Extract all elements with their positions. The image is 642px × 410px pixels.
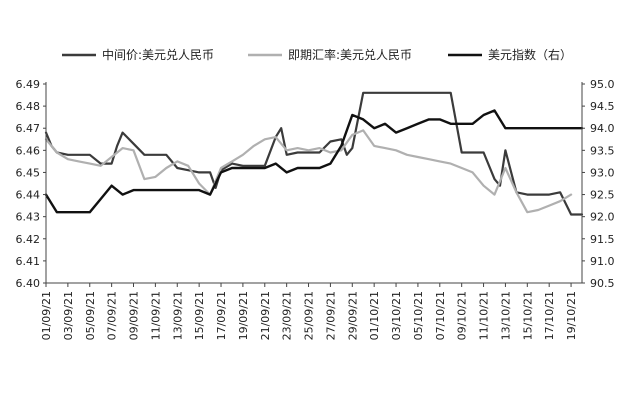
- left-tick-label: 6.48: [16, 100, 41, 113]
- axes-layer: 6.40 6.41 6.42 6.43 6.44 6.45 6.46 6.47 6.48 6.49…: [16, 78, 615, 340]
- x-tick-label: 25/09/21: [303, 291, 316, 340]
- x-tick-label: 21/09/21: [259, 291, 272, 340]
- left-tick-label: 6.42: [16, 233, 41, 246]
- x-tick-label: 01/10/21: [368, 291, 381, 340]
- series-layer: [44, 91, 584, 216]
- x-tick-label: 03/10/21: [390, 291, 403, 340]
- series-line-mid-price: [44, 91, 584, 216]
- x-tick-label: 17/09/21: [215, 291, 228, 340]
- x-tick-label: 05/10/21: [412, 291, 425, 340]
- x-tick-label: 19/09/21: [237, 291, 250, 340]
- right-tick-label: 90.5: [590, 277, 615, 290]
- x-tick-label: 01/09/21: [40, 291, 53, 340]
- left-tick-label: 6.46: [16, 144, 41, 157]
- left-tick-label: 6.47: [16, 122, 41, 135]
- right-tick-label: 95.0: [590, 78, 615, 91]
- x-tick-label: 19/10/21: [565, 291, 578, 340]
- left-tick-label: 6.43: [16, 211, 41, 224]
- legend: 中间价:美元兑人民币 即期汇率:美元兑人民币 美元指数（右）: [62, 47, 572, 62]
- x-tick-label: 03/09/21: [62, 291, 75, 340]
- right-tick-label: 91.0: [590, 255, 615, 268]
- x-tick-label: 15/10/21: [521, 291, 534, 340]
- x-tick-label: 11/09/21: [149, 291, 162, 340]
- x-tick-label: 07/09/21: [106, 291, 119, 340]
- right-tick-label: 94.5: [590, 100, 615, 113]
- left-tick-label: 6.45: [16, 166, 41, 179]
- x-tick-label: 13/09/21: [171, 291, 184, 340]
- right-tick-label: 93.5: [590, 144, 615, 157]
- right-tick-label: 92.5: [590, 189, 615, 202]
- x-tick-label: 27/09/21: [324, 291, 337, 340]
- x-tick-label: 11/10/21: [478, 291, 491, 340]
- series-line-spot-rate: [44, 129, 573, 214]
- x-tick-label: 13/10/21: [499, 291, 512, 340]
- left-tick-label: 6.49: [16, 78, 41, 91]
- right-tick-label: 91.5: [590, 233, 615, 246]
- x-tick-label: 29/09/21: [346, 291, 359, 340]
- x-tick-label: 15/09/21: [193, 291, 206, 340]
- legend-label-mid-price: 中间价:美元兑人民币: [102, 47, 214, 62]
- right-tick-label: 92.0: [590, 211, 615, 224]
- legend-label-spot-rate: 即期汇率:美元兑人民币: [288, 47, 412, 62]
- right-tick-label: 94.0: [590, 122, 615, 135]
- left-tick-label: 6.40: [16, 277, 41, 290]
- x-tick-label: 07/10/21: [434, 291, 447, 340]
- right-tick-label: 93.0: [590, 166, 615, 179]
- series-line-dxy: [44, 109, 584, 214]
- legend-label-dxy: 美元指数（右）: [488, 47, 572, 62]
- x-tick-label: 09/10/21: [456, 291, 469, 340]
- x-tick-label: 09/09/21: [128, 291, 141, 340]
- left-tick-label: 6.41: [16, 255, 41, 268]
- left-tick-label: 6.44: [16, 189, 41, 202]
- x-tick-label: 23/09/21: [281, 291, 294, 340]
- x-tick-label: 17/10/21: [543, 291, 556, 340]
- x-tick-label: 05/09/21: [84, 291, 97, 340]
